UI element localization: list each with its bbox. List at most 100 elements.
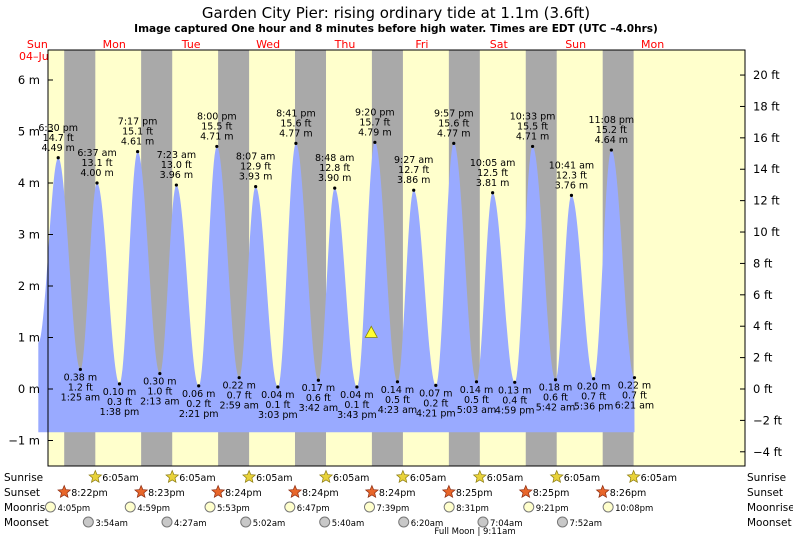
high-tide-m: 3.93 m <box>239 172 272 183</box>
chart-subtitle: Image captured One hour and 8 minutes be… <box>134 23 658 35</box>
moonrise-icon <box>602 501 614 513</box>
moonset-icon <box>240 516 252 528</box>
low-tide-ft: 0.7 ft <box>581 392 606 403</box>
sunrise-time: 6:05am <box>179 473 215 484</box>
sunrise-time: 6:05am <box>641 473 677 484</box>
low-tide-point <box>434 383 438 387</box>
moonrise-time: 7:39pm <box>376 504 409 514</box>
low-tide-ft: 0.3 ft <box>107 397 132 408</box>
sunset-icon <box>364 484 379 499</box>
high-tide-point <box>609 148 613 152</box>
y-right-tick-label: 12 ft <box>753 194 780 208</box>
sunset-time: 8:25pm <box>456 488 493 499</box>
high-tide-ft: 15.7 ft <box>359 117 390 128</box>
high-tide-m: 4.77 m <box>437 128 470 139</box>
high-tide-time: 11:08 pm <box>588 115 634 126</box>
day-label: Sun <box>565 38 586 51</box>
y-left-tick-label: 4 m <box>18 176 40 190</box>
y-left-tick-label: 2 m <box>18 279 40 293</box>
sunset-time: 8:22pm <box>71 488 108 499</box>
sunset-row-label-left: Sunset <box>4 487 40 499</box>
y-left-tick-label: 3 m <box>18 228 40 242</box>
low-tide-m: 0.04 m <box>340 390 373 401</box>
low-tide-point <box>553 378 558 382</box>
high-tide-point <box>452 141 456 145</box>
low-tide-m: 0.04 m <box>261 390 294 401</box>
high-tide-point <box>412 188 416 192</box>
sunrise-time: 6:05am <box>102 473 138 484</box>
high-tide-ft: 15.1 ft <box>122 127 153 138</box>
day-label: Tue <box>181 38 201 51</box>
high-tide-ft: 12.7 ft <box>398 165 429 176</box>
low-tide-time: 3:43 pm <box>337 410 377 421</box>
sunrise-time: 6:05am <box>564 473 600 484</box>
sunrise-icon <box>242 469 257 484</box>
sunrise-row-label-left: Sunrise <box>4 472 43 484</box>
high-tide-time: 6:37 am <box>77 148 116 159</box>
moonrise-time: 4:05pm <box>57 504 90 514</box>
day-label: Thu <box>334 38 356 51</box>
moonrise-time: 10:08pm <box>615 504 653 514</box>
sunset-icon <box>211 484 226 499</box>
low-tide-point <box>316 378 320 382</box>
high-tide-time: 9:20 pm <box>355 107 395 118</box>
y-right-tick-label: −4 ft <box>753 445 782 459</box>
high-tide-point <box>333 186 337 190</box>
moonrise-icon <box>124 501 136 513</box>
sunset-row-label-right: Sunset <box>747 487 783 499</box>
y-left-tick-label: 0 m <box>18 382 40 396</box>
y-right-tick-label: 4 ft <box>753 319 773 333</box>
high-tide-m: 3.90 m <box>318 173 351 184</box>
moonrise-icon <box>363 501 375 513</box>
moonset-icon <box>398 516 410 528</box>
day-label: Mon <box>641 38 664 51</box>
high-tide-time: 8:00 pm <box>197 111 237 122</box>
high-tide-point <box>174 183 178 187</box>
date-label: 04–Jun <box>19 50 56 63</box>
axes: 6 m 5 m 4 m 3 m 2 m 1 m 0 m −1 m 20 ft 18 ft 16 ft… <box>8 49 782 467</box>
moon-phase-label: Full Moon | 9:11am <box>434 527 515 537</box>
low-tide-m: 0.07 m <box>419 388 452 399</box>
sunset-icon <box>134 484 149 499</box>
sunset-icon <box>57 484 72 499</box>
high-tide-ft: 12.3 ft <box>556 170 587 181</box>
low-tide-time: 4:59 pm <box>495 405 535 416</box>
y-right-tick-label: 10 ft <box>753 225 780 239</box>
y-right-tick-label: 0 ft <box>753 382 773 396</box>
low-tide-time: 5:42 am <box>536 403 575 414</box>
low-tide-time: 1:25 am <box>61 392 100 403</box>
low-tide-point <box>197 384 201 388</box>
low-tide-ft: 1.0 ft <box>147 387 172 398</box>
y-left-tick-label: −1 m <box>8 434 40 448</box>
low-tide-point <box>592 377 596 381</box>
moonset-row-label-left: Moonset <box>4 517 49 529</box>
high-tide-m: 4.00 m <box>80 168 113 179</box>
y-right-tick-label: 16 ft <box>753 131 780 145</box>
low-tide-ft: 0.7 ft <box>227 391 252 402</box>
low-tide-ft: 0.2 ft <box>186 399 211 410</box>
y-left-tick-label: 6 m <box>18 73 40 87</box>
moonrise-time: 9:21pm <box>536 504 569 514</box>
moonset-time: 4:27am <box>174 519 207 529</box>
high-tide-point <box>95 181 99 185</box>
low-tide-m: 0.38 m <box>64 372 97 383</box>
sunrise-time: 6:05am <box>333 473 369 484</box>
moonrise-row-label-right: Moonrise <box>747 502 793 514</box>
high-tide-ft: 15.6 ft <box>438 118 469 129</box>
high-tide-time: 10:05 am <box>470 158 515 169</box>
high-tide-time: 10:33 pm <box>510 111 556 122</box>
high-tide-point <box>530 144 535 149</box>
high-tide-m: 3.96 m <box>160 170 193 181</box>
sun-moon-events: Sunrise Sunrise Sunset Sunset Moonrise Moonri… <box>4 469 793 537</box>
day-label: Sat <box>490 38 509 51</box>
moonset-time: 5:40am <box>332 519 365 529</box>
moonset-time: 7:52am <box>569 519 602 529</box>
sunrise-icon <box>165 469 180 484</box>
moonset-icon <box>161 516 173 528</box>
low-tide-m: 0.18 m <box>539 383 572 394</box>
low-tide-time: 4:23 am <box>378 405 417 416</box>
low-tide-m: 0.13 m <box>498 385 531 396</box>
low-tide-m: 0.20 m <box>577 382 610 393</box>
low-tide-point <box>158 371 162 376</box>
